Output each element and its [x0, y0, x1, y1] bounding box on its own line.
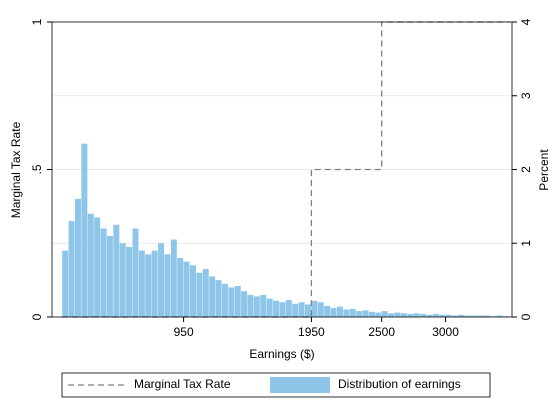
x-tick-label: 3000	[432, 325, 459, 339]
histogram-bar	[292, 303, 299, 317]
histogram-bar	[496, 315, 503, 317]
y-tick-label: .5	[30, 164, 44, 174]
histogram-bar	[375, 312, 382, 317]
legend-label: Marginal Tax Rate	[134, 377, 231, 391]
histogram-bar	[477, 315, 484, 317]
legend-swatch	[270, 377, 330, 393]
histogram-bar	[177, 258, 184, 317]
x-tick-label: 950	[174, 325, 194, 339]
histogram-bar	[298, 302, 305, 317]
histogram-bar	[451, 315, 458, 317]
histogram-bar	[362, 310, 369, 317]
histogram-bar	[324, 305, 331, 317]
histogram-bar	[394, 312, 401, 317]
histogram-bar	[196, 272, 203, 317]
histogram-bar	[164, 254, 171, 317]
histogram-bar	[349, 308, 356, 317]
y-axis-title: Marginal Tax Rate	[9, 121, 23, 218]
histogram-bar	[253, 296, 260, 317]
y-tick-label: 1	[30, 18, 44, 25]
histogram-bar	[356, 311, 363, 317]
histogram-bar	[132, 228, 139, 317]
histogram-bar	[62, 250, 69, 317]
y-tick-label: 0	[30, 313, 44, 320]
histogram-bar	[458, 314, 465, 317]
histogram-bar	[464, 315, 471, 317]
histogram-bar	[81, 143, 88, 317]
histogram-bar	[420, 314, 426, 317]
histogram-bar	[368, 311, 375, 317]
histogram-bar	[151, 250, 158, 317]
histogram-bar	[228, 287, 235, 317]
histogram-bar	[407, 314, 414, 317]
histogram-bar	[202, 269, 209, 317]
histogram-bar	[432, 314, 439, 317]
histogram-bar	[158, 243, 165, 317]
histogram-bar	[413, 313, 420, 317]
histogram-bar	[241, 291, 248, 317]
histogram-bar	[273, 300, 280, 317]
legend-label: Distribution of earnings	[338, 377, 461, 391]
x-axis-title: Earnings ($)	[249, 347, 314, 361]
histogram-bar	[215, 280, 222, 317]
histogram-bar	[305, 304, 311, 317]
histogram-bar	[330, 308, 337, 317]
histogram-bar	[234, 286, 241, 317]
histogram-bar	[336, 306, 343, 317]
histogram-bar	[113, 224, 120, 317]
histogram-bar	[343, 309, 350, 317]
histogram-bar	[285, 300, 292, 317]
histogram-bar	[279, 302, 286, 317]
histogram-bar	[388, 313, 395, 317]
histogram-bar	[317, 302, 324, 317]
histogram-bar	[247, 294, 254, 317]
histogram-bar	[183, 261, 190, 317]
histogram-bar	[138, 250, 145, 317]
histogram-bar	[445, 314, 452, 317]
y2-tick-label: 1	[519, 240, 533, 247]
histogram-bar	[75, 199, 81, 317]
histogram-bar	[209, 276, 216, 317]
y2-tick-label: 3	[519, 92, 533, 99]
histogram-bar	[126, 246, 133, 317]
y2-axis-title: Percent	[537, 149, 551, 191]
histogram-bar	[471, 315, 478, 317]
histogram-bar	[100, 228, 107, 317]
histogram-bar	[221, 283, 228, 317]
y2-tick-label: 0	[519, 313, 533, 320]
y2-tick-label: 4	[519, 18, 533, 25]
histogram-bar	[94, 217, 101, 317]
histogram-bar	[106, 235, 113, 317]
histogram-bar	[381, 311, 388, 317]
x-tick-label: 1950	[298, 325, 325, 339]
histogram-bar	[260, 294, 267, 317]
histogram-bar	[266, 298, 273, 317]
histogram-bar	[145, 254, 152, 317]
histogram-bar	[68, 221, 75, 317]
histogram-bar	[426, 314, 433, 317]
x-tick-label: 2500	[368, 325, 395, 339]
histogram-bar	[400, 313, 407, 317]
histogram-bar	[483, 315, 490, 317]
histogram-bar	[170, 239, 177, 317]
histogram-bar	[119, 243, 126, 317]
histogram-bar	[311, 300, 318, 317]
histogram-bar	[190, 265, 196, 317]
y2-tick-label: 2	[519, 166, 533, 173]
histogram-bar	[87, 213, 94, 317]
histogram-bar	[439, 314, 446, 317]
